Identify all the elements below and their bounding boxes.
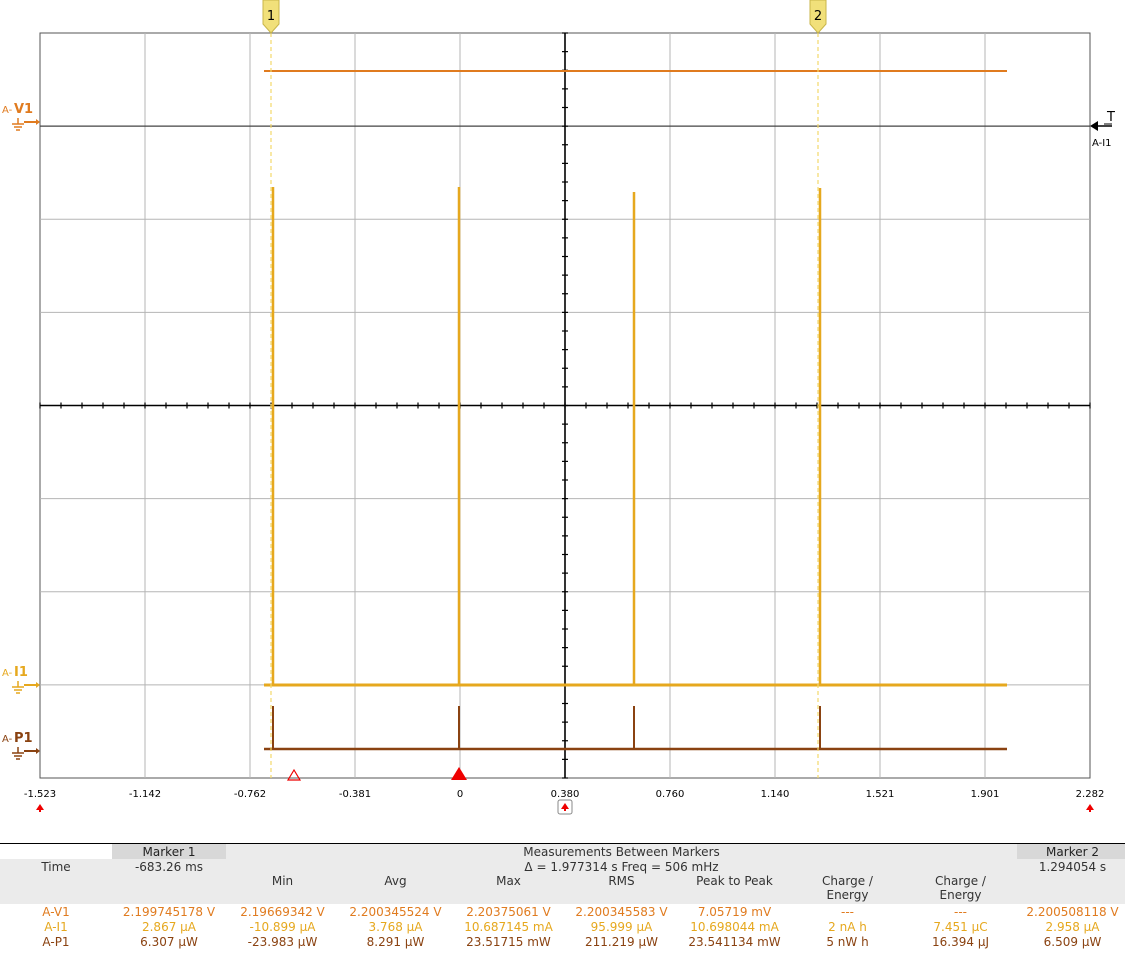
col-rms: RMS (565, 874, 678, 904)
channel-prefix: A- (2, 734, 13, 745)
ground-offset-icon (12, 118, 40, 131)
delta-freq: Δ = 1.977314 s Freq = 506 mHz (226, 859, 1018, 874)
min-value: -10.899 µA (249, 919, 316, 934)
p2p-value: 23.541134 mW (688, 934, 781, 949)
col-charge-energy-2: Charge / Energy (904, 874, 1018, 904)
channel-prefix: A- (2, 105, 13, 116)
waveforms (264, 70, 1007, 751)
charge-energy-1-value: 2 nA h (828, 919, 867, 934)
avg-value: 8.291 µW (366, 934, 425, 949)
center-axes (39, 32, 1091, 779)
marker-flag-label: 2 (814, 9, 822, 24)
x-tick-label: -1.523 (24, 789, 56, 800)
marker-flag-icon[interactable] (262, 0, 280, 34)
header-row: Marker 1 Measurements Between Markers Ma… (0, 844, 1125, 859)
center-button-icon[interactable] (557, 799, 573, 815)
channel-name: I1 (14, 665, 28, 680)
col-max: Max (452, 874, 565, 904)
column-header-row: Min Avg Max RMS Peak to Peak Charge / En… (0, 874, 1125, 904)
x-tick-label: -0.381 (339, 789, 371, 800)
charge-energy-2-value: 16.394 µJ (932, 934, 989, 949)
measurement-panel: Marker 1 Measurements Between Markers Ma… (0, 844, 1125, 963)
p2p-value: 7.05719 mV (697, 904, 772, 919)
x-tick-label: 1.901 (971, 789, 1000, 800)
col-p2p: Peak to Peak (678, 874, 791, 904)
charge-energy-1-value: 5 nW h (826, 934, 869, 949)
channel-name: V1 (14, 102, 33, 117)
marker2-value: 6.509 µW (1043, 934, 1102, 949)
x-tick-label: 1.140 (761, 789, 790, 800)
trigger-indicator[interactable]: T A-I1 (1090, 110, 1115, 149)
scroll-left-icon[interactable] (36, 804, 44, 812)
marker2-value: 2.958 µA (1045, 919, 1100, 934)
channel-prefix: A- (2, 668, 13, 679)
min-value: -23.983 µW (247, 934, 318, 949)
row-label: A-I1 (44, 919, 68, 934)
marker1-value: 6.307 µW (140, 934, 198, 949)
row-a-p1: A-P1 6.307 µW -23.983 µW 8.291 µW 23.517… (0, 934, 1125, 949)
rms-value: 2.200345583 V (575, 904, 668, 919)
ground-offset-icon (12, 681, 40, 694)
marker1-value: 2.867 µA (141, 919, 196, 934)
x-tick-label: -0.762 (234, 789, 266, 800)
max-value: 10.687145 mA (464, 919, 553, 934)
marker1-value: 2.199745178 V (122, 904, 216, 919)
scroll-right-icon[interactable] (1086, 804, 1094, 812)
charge-energy-2-value: 7.451 µC (933, 919, 988, 934)
time-row: Time -683.26 ms Δ = 1.977314 s Freq = 50… (0, 859, 1125, 874)
x-tick-label: 0 (457, 789, 463, 800)
p2p-value: 10.698044 mA (690, 919, 779, 934)
x-tick-label: -1.142 (129, 789, 161, 800)
marker-flag-label: 1 (267, 9, 275, 24)
row-a-i1: A-I1 2.867 µA -10.899 µA 3.768 µA 10.687… (0, 919, 1125, 934)
col-min: Min (226, 874, 339, 904)
marker2-value: 2.200508118 V (1026, 904, 1119, 919)
trigger-source: A-I1 (1092, 138, 1112, 149)
max-value: 23.51715 mW (466, 934, 551, 949)
trigger-arrow-icon (1090, 121, 1098, 131)
avg-value: 3.768 µA (368, 919, 423, 934)
x-axis-labels: -1.523 -1.142 -0.762 -0.381 0 0.380 0.760 1.140… (24, 789, 1104, 800)
x-tick-label: 0.760 (656, 789, 685, 800)
channel-label-p1[interactable]: A- P1 (2, 731, 40, 760)
x-tick-label: 2.282 (1076, 789, 1105, 800)
marker1-header: Marker 1 (112, 844, 226, 859)
min-value: 2.19669342 V (240, 904, 325, 919)
time-zero-marker-icon[interactable] (451, 767, 467, 780)
x-tick-label: 1.521 (866, 789, 895, 800)
channel-labels[interactable]: A- V1A- I1A- P1 (2, 102, 40, 760)
time-label: Time (0, 859, 112, 874)
marker2-time: 1.294054 s (1017, 859, 1125, 874)
x-tick-label: 0.380 (551, 789, 580, 800)
max-value: 2.20375061 V (466, 904, 551, 919)
marker2-header: Marker 2 (1017, 844, 1125, 859)
between-header: Measurements Between Markers (226, 844, 1018, 859)
rms-value: 95.999 µA (590, 919, 653, 934)
charge-energy-1-value: --- (841, 904, 854, 919)
trigger-label: T (1106, 110, 1115, 125)
ground-offset-icon (12, 747, 40, 760)
channel-label-v1[interactable]: A- V1 (2, 102, 40, 131)
avg-value: 2.200345524 V (349, 904, 442, 919)
col-avg: Avg (339, 874, 452, 904)
col-charge-energy-1: Charge / Energy (791, 874, 904, 904)
marker-flag-icon[interactable] (809, 0, 827, 34)
row-label: A-P1 (42, 934, 70, 949)
trigger-position-outline-icon[interactable] (286, 768, 302, 781)
channel-label-i1[interactable]: A- I1 (2, 665, 40, 694)
rms-value: 211.219 µW (585, 934, 658, 949)
row-label: A-V1 (42, 904, 70, 919)
charge-energy-2-value: --- (954, 904, 967, 919)
marker1-time: -683.26 ms (112, 859, 226, 874)
row-a-v1: A-V1 2.199745178 V 2.19669342 V 2.200345… (0, 904, 1125, 919)
channel-name: P1 (14, 731, 33, 746)
